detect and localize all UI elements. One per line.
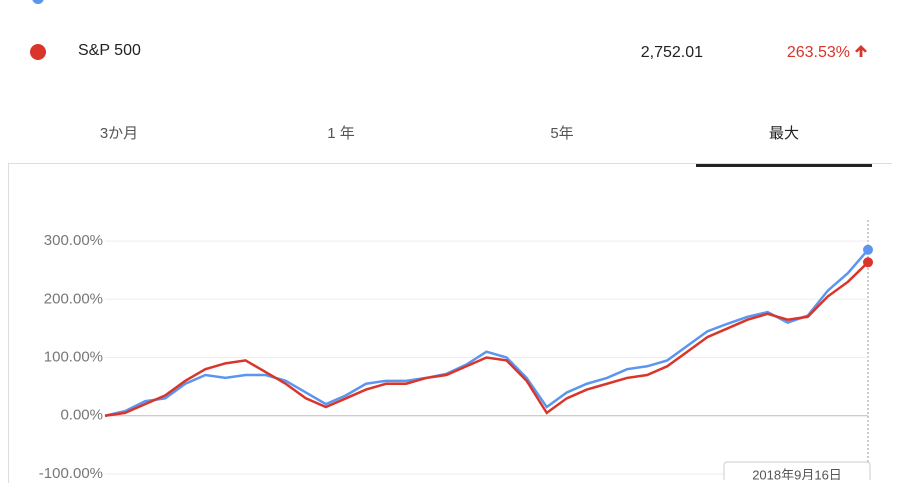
end-dot [863,244,873,255]
tab-selected[interactable]: 最大 [768,125,799,142]
series-line [104,261,869,418]
tab[interactable]: 1 年 [327,125,355,142]
y-tick-label: 0.00% [60,407,103,424]
tooltip-box [723,461,871,480]
row-name[interactable]: S&P 500 [78,42,141,59]
tab-underline [696,164,872,167]
divider [8,163,892,164]
tooltip: 2018年9月16日 [752,467,842,480]
y-tick-label: 100.00% [44,349,103,366]
divider [8,163,9,483]
tab[interactable]: 5年 [550,125,574,142]
up-arrow [855,45,867,57]
row-value: 2,752.01 [640,44,703,61]
series-dot [32,0,44,4]
series-line [104,248,869,417]
tab[interactable]: 3か月 [99,125,139,142]
series-dot [30,44,46,60]
end-dot [863,257,873,268]
y-tick-label: 200.00% [44,290,103,307]
row-change: 263.53% [786,44,850,61]
y-tick-label: 300.00% [44,232,103,249]
y-tick-label: -100.00% [39,465,103,480]
